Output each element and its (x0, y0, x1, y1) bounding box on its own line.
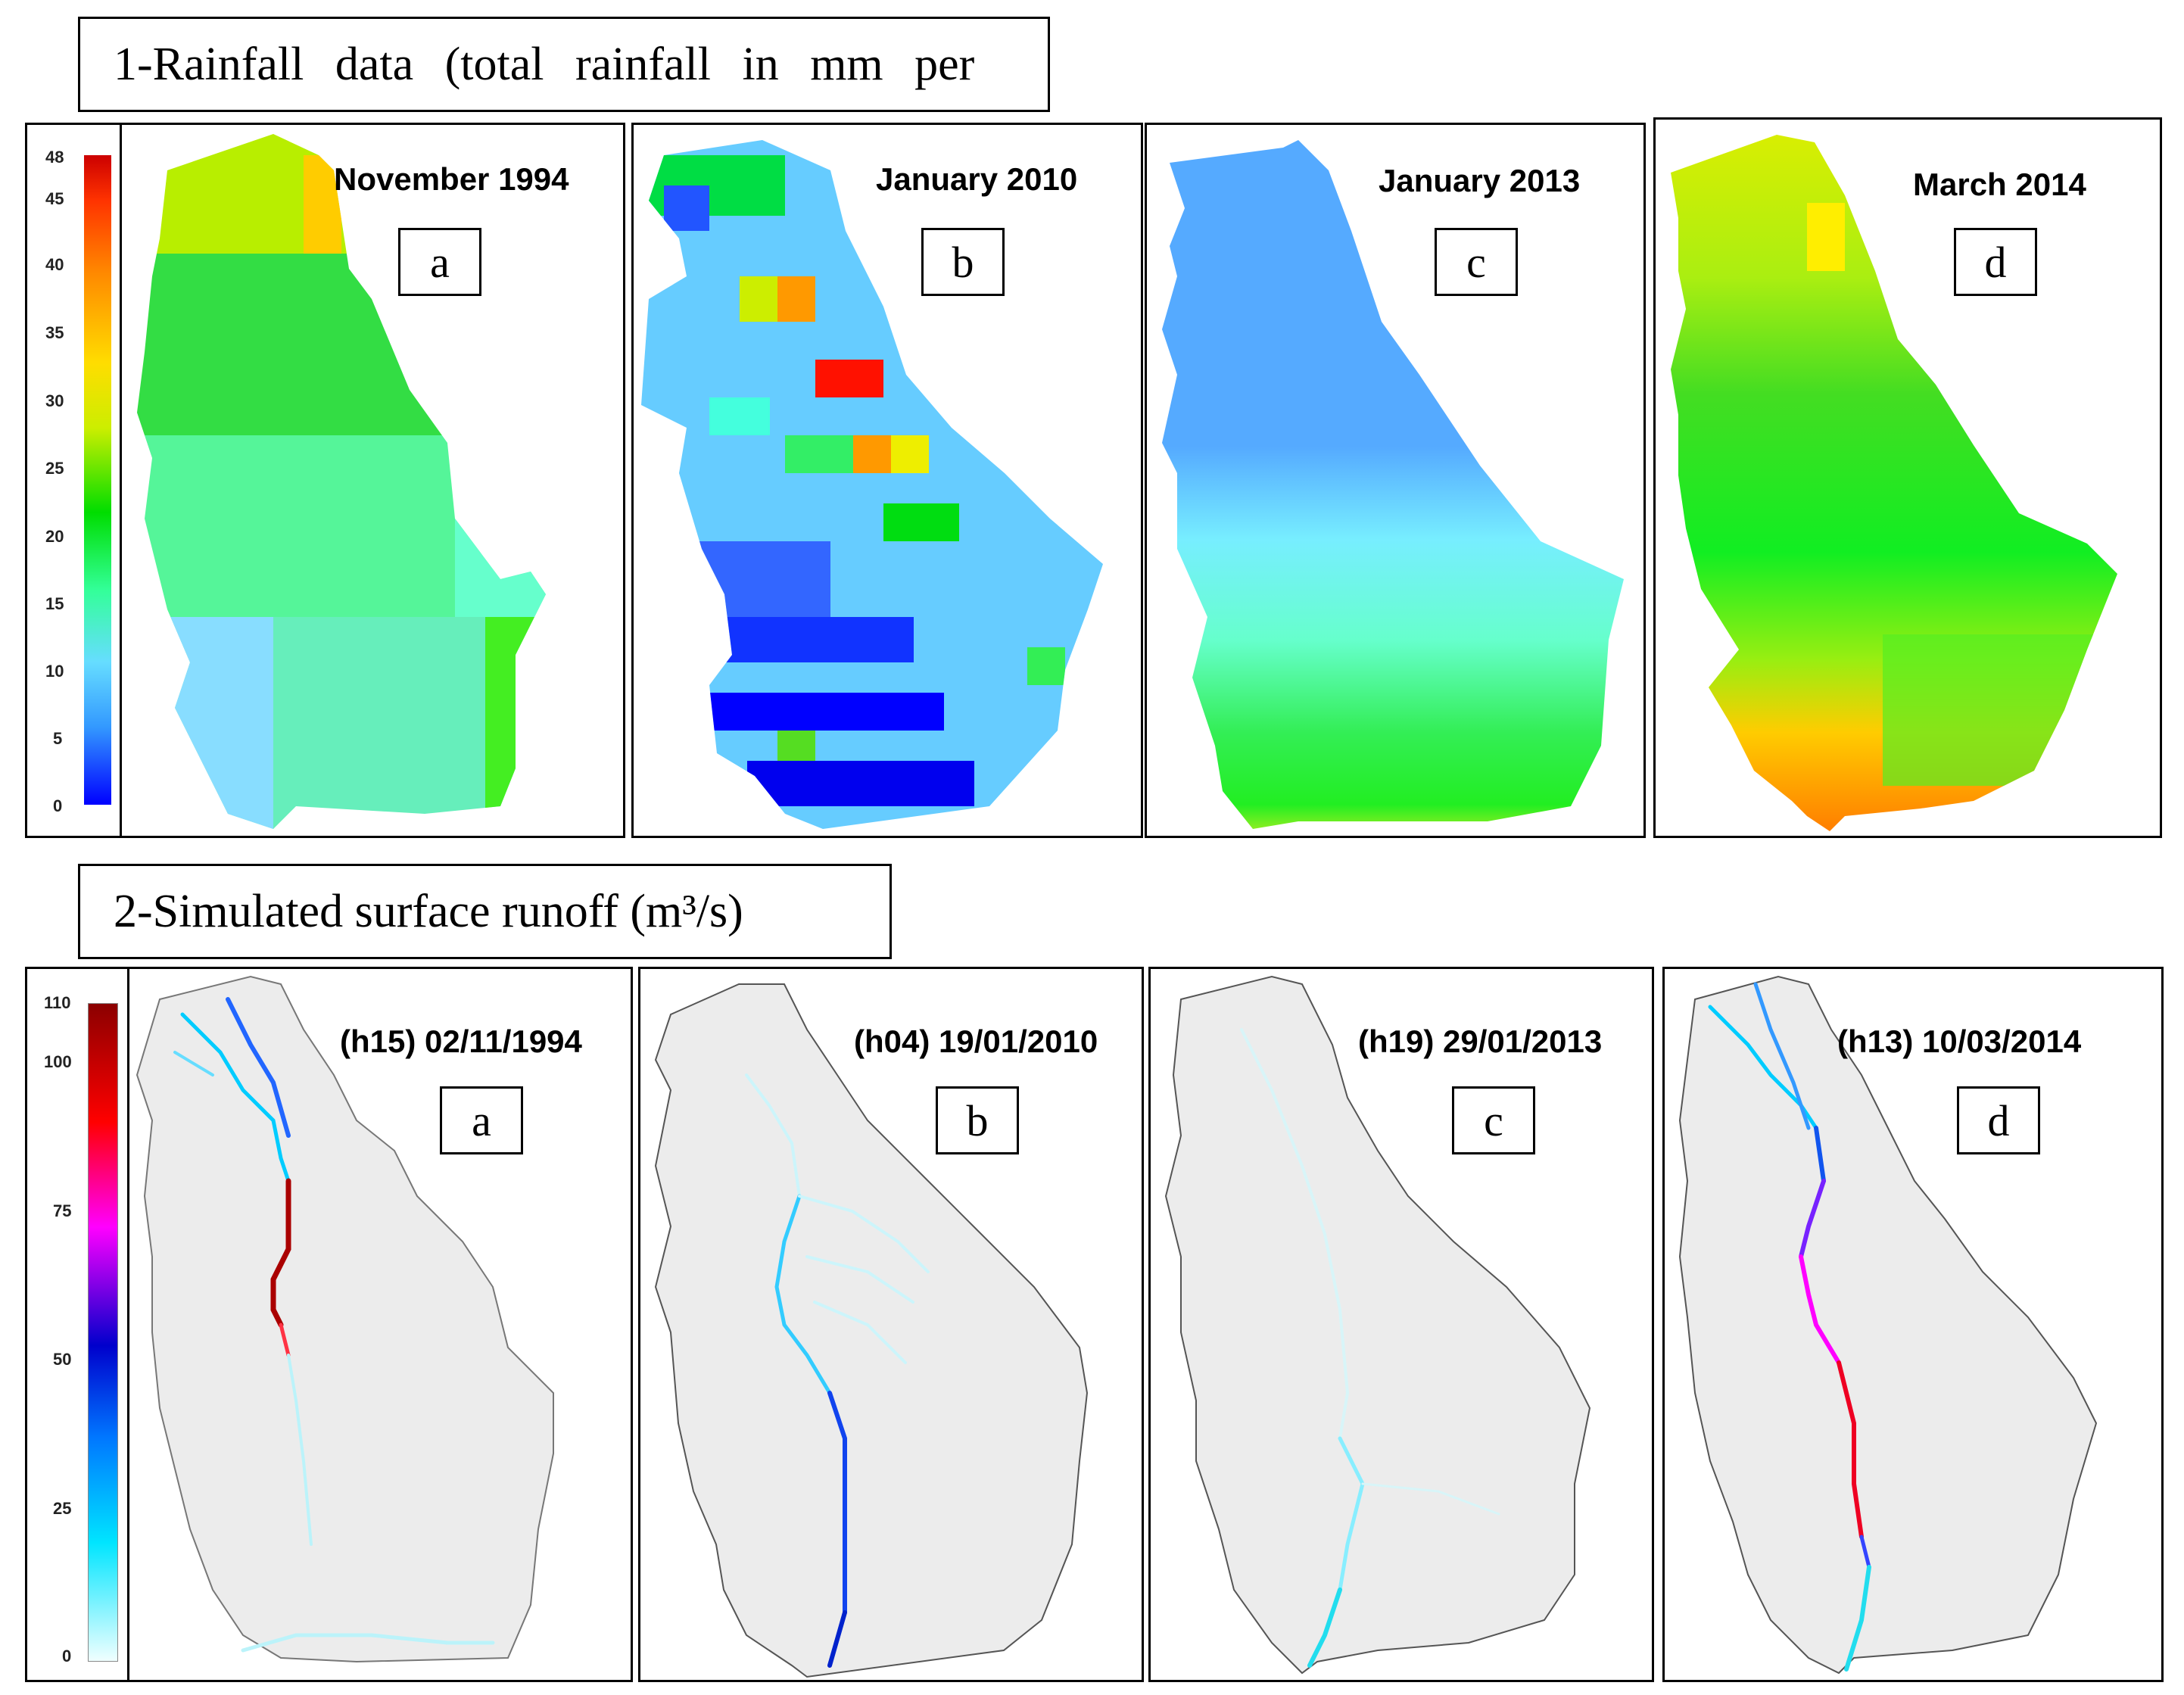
rainfall-legend: 48 45 40 35 30 25 20 15 10 5 0 (25, 123, 124, 838)
runoff-tick: 50 (53, 1350, 72, 1369)
runoff-panel-a: (h15) 02/11/1994 a (127, 967, 633, 1682)
runoff-map-d (1678, 975, 2098, 1675)
rainfall-panel-a: November 1994 a (120, 123, 625, 838)
rainfall-panel-letter: b (921, 228, 1005, 296)
runoff-panel-c: (h19) 29/01/2013 c (1148, 967, 1654, 1682)
rainfall-panel-letter: c (1435, 228, 1518, 296)
rainfall-panel-c: January 2013 c (1145, 123, 1646, 838)
rainfall-panel-title: January 2010 (876, 161, 1078, 197)
rainfall-panel-title: March 2014 (1913, 167, 2086, 202)
runoff-panel-b: (h04) 19/01/2010 b (638, 967, 1144, 1682)
rainfall-panel-b: January 2010 b (631, 123, 1143, 838)
rainfall-map-d (1671, 135, 2117, 831)
rainfall-tick: 45 (45, 189, 64, 208)
runoff-map-b (654, 983, 1089, 1678)
rainfall-panel-title: November 1994 (334, 161, 569, 197)
rainfall-tick: 48 (45, 148, 64, 167)
runoff-panel-title: (h04) 19/01/2010 (854, 1024, 1098, 1059)
rainfall-tick: 30 (45, 391, 64, 410)
runoff-tick: 0 (62, 1647, 72, 1665)
rainfall-panel-letter: a (398, 228, 481, 296)
runoff-panel-title: (h13) 10/03/2014 (1837, 1024, 2082, 1059)
runoff-section-title: 2-Simulated surface runoff (m³/s) (78, 864, 892, 959)
rainfall-tick: 0 (53, 796, 63, 815)
rainfall-tick: 40 (45, 255, 64, 274)
runoff-colorbar (88, 1003, 118, 1662)
rainfall-section-title: 1-Rainfall data (total rainfall in mm pe… (78, 17, 1050, 112)
rainfall-tick: 15 (45, 594, 64, 613)
runoff-panel-title: (h19) 29/01/2013 (1358, 1024, 1603, 1059)
runoff-panel-letter: a (440, 1086, 523, 1154)
rainfall-tick: 25 (45, 459, 64, 478)
rainfall-tick: 20 (45, 527, 64, 546)
rainfall-tick: 10 (45, 662, 64, 681)
rainfall-map-c (1162, 140, 1624, 829)
runoff-panel-d: (h13) 10/03/2014 d (1662, 967, 2164, 1682)
rainfall-tick: 5 (53, 729, 63, 748)
rainfall-map-a (137, 134, 546, 829)
runoff-legend: 110 100 75 50 25 0 (25, 967, 132, 1682)
runoff-panel-letter: b (936, 1086, 1019, 1154)
rainfall-panel-d: March 2014 d (1653, 117, 2162, 838)
rainfall-panel-title: January 2013 (1379, 163, 1581, 198)
runoff-tick: 110 (44, 993, 71, 1012)
runoff-map-c (1164, 975, 1591, 1675)
rainfall-panel-letter: d (1954, 228, 2037, 296)
runoff-tick: 75 (53, 1201, 72, 1220)
runoff-map-a (136, 975, 554, 1663)
runoff-panel-title: (h15) 02/11/1994 (340, 1024, 582, 1059)
runoff-panel-letter: c (1452, 1086, 1535, 1154)
runoff-tick: 100 (44, 1052, 72, 1071)
runoff-tick: 25 (53, 1499, 72, 1518)
rainfall-tick: 35 (45, 323, 64, 342)
rainfall-map-b (641, 140, 1103, 829)
rainfall-colorbar (84, 155, 111, 805)
runoff-panel-letter: d (1957, 1086, 2040, 1154)
